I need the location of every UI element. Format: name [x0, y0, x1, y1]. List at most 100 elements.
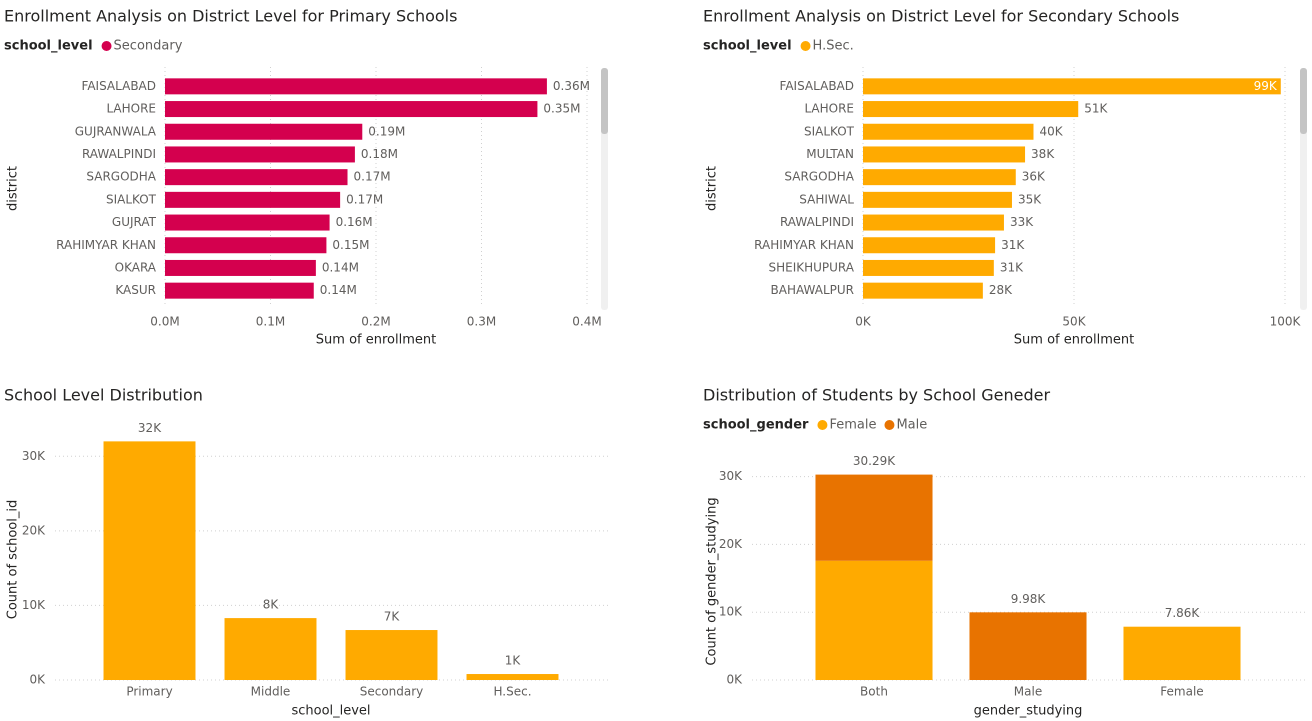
y-tick-label: RAWALPINDI	[82, 147, 156, 161]
y-tick-label: KASUR	[115, 283, 156, 297]
data-label: 35K	[1018, 192, 1042, 206]
y-tick-label: FAISALABAD	[82, 79, 156, 93]
legend-label: Male	[896, 418, 927, 433]
data-label: 0.17M	[354, 170, 391, 184]
y-tick-label: 30K	[22, 449, 46, 463]
legend-label: Female	[829, 418, 876, 433]
x-tick-label: H.Sec.	[493, 685, 531, 699]
bar	[165, 237, 327, 254]
x-tick-label: Middle	[251, 685, 291, 699]
data-label: 38K	[1031, 147, 1055, 161]
bar	[165, 101, 538, 118]
scrollbar-thumb[interactable]	[601, 68, 608, 134]
y-tick-label: SHEIKHUPURA	[768, 260, 854, 274]
x-tick-label: 0.3M	[467, 315, 496, 329]
y-tick-label: GUJRAT	[112, 215, 157, 229]
y-tick-label: 20K	[719, 537, 743, 551]
bar	[103, 441, 196, 680]
y-tick-label: RAWALPINDI	[780, 215, 854, 229]
bar	[165, 169, 348, 186]
data-label: 0.36M	[553, 79, 590, 93]
data-label: 51K	[1084, 102, 1108, 116]
y-axis-title: district	[6, 166, 21, 211]
y-tick-label: 30K	[719, 469, 743, 483]
bar	[863, 259, 994, 276]
x-tick-label: Secondary	[360, 685, 424, 699]
data-label: 40K	[1039, 124, 1063, 138]
bar	[165, 146, 355, 163]
legend-marker	[800, 41, 811, 51]
y-axis-title: Count of school_id	[6, 500, 21, 619]
y-tick-label: OKARA	[115, 260, 157, 274]
y-axis-title: Count of gender_studying	[705, 497, 720, 665]
x-tick-label: 100K	[1270, 315, 1302, 329]
bar	[863, 214, 1004, 231]
y-tick-label: BAHAWALPUR	[771, 283, 854, 297]
data-label: 0.35M	[543, 102, 580, 116]
legend-title: school_level	[703, 39, 792, 54]
data-label: 31K	[1000, 260, 1024, 274]
bar	[969, 612, 1087, 680]
data-label: 31K	[1001, 238, 1025, 252]
chart-title: School Level Distribution	[4, 386, 203, 405]
x-axis-title: gender_studying	[974, 704, 1083, 719]
x-tick-label: 0.0M	[150, 315, 179, 329]
data-label: 0.14M	[320, 283, 357, 297]
bar	[863, 282, 983, 299]
x-tick-label: Both	[860, 685, 888, 699]
data-label: 0.17M	[346, 192, 383, 206]
bar	[165, 78, 547, 95]
y-tick-label: MULTAN	[806, 147, 854, 161]
bar	[165, 191, 341, 208]
bar	[224, 618, 317, 680]
data-label: 7K	[384, 610, 401, 624]
bar	[815, 474, 933, 561]
x-tick-label: 0.1M	[256, 315, 285, 329]
y-axis-title: district	[705, 166, 720, 211]
legend-title: school_level	[4, 39, 93, 54]
bar	[863, 123, 1034, 140]
total-label: 9.98K	[1011, 592, 1047, 606]
bar	[863, 237, 996, 254]
x-tick-label: 0K	[855, 315, 872, 329]
y-tick-label: RAHIMYAR KHAN	[754, 238, 854, 252]
total-label: 30.29K	[853, 454, 896, 468]
bar	[863, 101, 1079, 118]
bar	[165, 259, 316, 276]
bar	[1123, 626, 1241, 680]
data-label: 0.19M	[368, 124, 405, 138]
x-tick-label: 0.2M	[361, 315, 390, 329]
bar	[815, 560, 933, 680]
legend-marker	[817, 420, 828, 430]
y-tick-label: 10K	[22, 598, 46, 612]
scrollbar-thumb[interactable]	[1300, 68, 1307, 134]
data-label: 99K	[1254, 79, 1278, 93]
chart-title: Enrollment Analysis on District Level fo…	[703, 7, 1179, 26]
data-label: 1K	[505, 654, 522, 668]
legend-marker	[101, 41, 112, 51]
y-tick-label: SARGODHA	[784, 170, 854, 184]
y-tick-label: 10K	[719, 605, 743, 619]
x-tick-label: Female	[1160, 685, 1203, 699]
total-label: 7.86K	[1165, 606, 1201, 620]
data-label: 0.14M	[322, 260, 359, 274]
y-tick-label: 0K	[726, 673, 743, 687]
bar	[466, 674, 559, 680]
y-tick-label: SAHIWAL	[799, 192, 854, 206]
bar	[165, 282, 314, 299]
x-axis-title: Sum of enrollment	[316, 333, 436, 348]
y-tick-label: RAHIMYAR KHAN	[56, 238, 156, 252]
data-label: 0.16M	[336, 215, 373, 229]
legend-label: H.Sec.	[813, 39, 854, 54]
bar	[345, 630, 438, 680]
x-tick-label: Primary	[126, 685, 172, 699]
x-axis-title: Sum of enrollment	[1014, 333, 1134, 348]
bar	[863, 191, 1012, 208]
chart-title: Distribution of Students by School Gened…	[703, 386, 1050, 405]
y-tick-label: SIALKOT	[804, 124, 855, 138]
data-label: 28K	[989, 283, 1013, 297]
x-tick-label: 0.4M	[572, 315, 601, 329]
y-tick-label: LAHORE	[804, 102, 854, 116]
data-label: 36K	[1022, 170, 1046, 184]
